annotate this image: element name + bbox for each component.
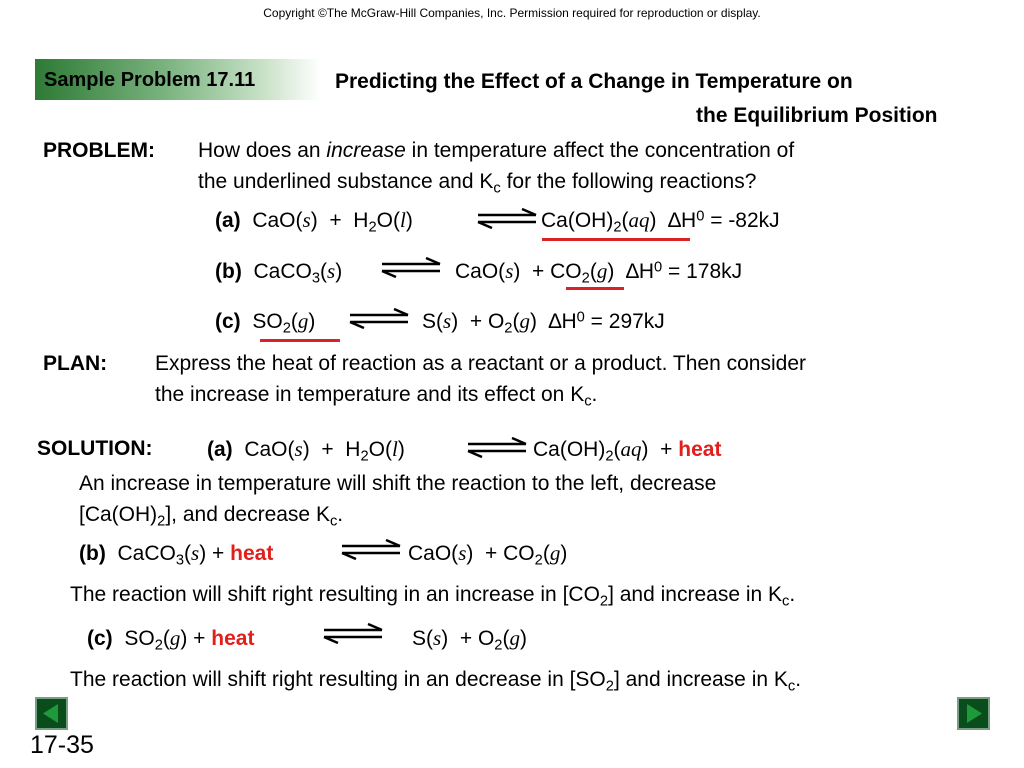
page-number: 17-35 xyxy=(30,731,94,759)
underline-caoh2 xyxy=(542,238,690,241)
problem-line1: How does an increase in temperature affe… xyxy=(198,139,795,162)
equilibrium-arrow-icon xyxy=(349,307,409,329)
solution-a-text-line2: [Ca(OH)2], and decrease Kc. xyxy=(79,503,344,530)
solution-a-equation-right: Ca(OH)2(aq) + heat xyxy=(533,437,722,465)
reaction-c-label: (c) xyxy=(215,310,241,333)
solution-label: SOLUTION: xyxy=(37,437,153,460)
reaction-b-right: CaO(s) + CO2(g) ∆H0 = 178kJ xyxy=(455,259,743,287)
equilibrium-arrow-icon xyxy=(341,538,401,560)
page-title-line1: Predicting the Effect of a Change in Tem… xyxy=(335,70,853,93)
reaction-c-right: S(s) + O2(g) ∆H0 = 297kJ xyxy=(422,309,665,337)
header-banner xyxy=(35,59,321,100)
sample-problem-label: Sample Problem 17.11 xyxy=(44,69,256,91)
reaction-c-left: (c) SO2(g) xyxy=(215,309,316,337)
next-slide-button[interactable] xyxy=(957,697,990,730)
solution-c-text: The reaction will shift right resulting … xyxy=(70,668,802,695)
problem-line2: the underlined substance and Kc for the … xyxy=(198,170,757,197)
reaction-a-label: (a) xyxy=(215,209,241,232)
reaction-a-dh: -82kJ xyxy=(728,209,780,232)
problem-label: PROBLEM: xyxy=(43,139,155,162)
solution-c-equation-right: S(s) + O2(g) xyxy=(412,626,527,654)
underline-so2 xyxy=(260,339,340,342)
reaction-b-dh: 178kJ xyxy=(686,260,743,283)
solution-b-text: The reaction will shift right resulting … xyxy=(70,583,796,610)
solution-a-text-line1: An increase in temperature will shift th… xyxy=(79,472,717,495)
triangle-left-icon xyxy=(43,704,58,723)
heat-term: heat xyxy=(211,627,255,650)
equilibrium-arrow-icon xyxy=(381,256,441,278)
reaction-c-dh: 297kJ xyxy=(608,310,665,333)
triangle-right-icon xyxy=(967,704,982,723)
copyright-notice: Copyright ©The McGraw-Hill Companies, In… xyxy=(263,6,761,20)
problem-emphasis: increase xyxy=(326,139,406,162)
reaction-a-right: Ca(OH)2(aq) ∆H0 = -82kJ xyxy=(541,208,780,236)
solution-c-equation-left: (c) SO2(g) + heat xyxy=(87,626,255,654)
solution-b-equation-right: CaO(s) + CO2(g) xyxy=(408,541,568,569)
heat-term: heat xyxy=(678,438,722,461)
solution-b-equation-left: (b) CaCO3(s) + heat xyxy=(79,541,274,569)
plan-line2: the increase in temperature and its effe… xyxy=(155,383,598,410)
equilibrium-arrow-icon xyxy=(467,436,527,458)
plan-label: PLAN: xyxy=(43,352,108,375)
solution-c-label: (c) xyxy=(87,627,113,650)
prev-slide-button[interactable] xyxy=(35,697,68,730)
underline-co2 xyxy=(566,287,624,290)
solution-b-label: (b) xyxy=(79,542,106,565)
equilibrium-arrow-icon xyxy=(323,622,383,644)
page-title-line2: the Equilibrium Position xyxy=(696,104,938,127)
solution-a-label: (a) xyxy=(207,438,233,461)
heat-term: heat xyxy=(230,542,274,565)
reaction-a-left: (a) CaO(s) + H2O(l) xyxy=(215,208,413,236)
equilibrium-arrow-icon xyxy=(477,207,537,229)
reaction-b-label: (b) xyxy=(215,260,242,283)
solution-a-equation-left: (a) CaO(s) + H2O(l) xyxy=(207,437,405,465)
reaction-b-left: (b) CaCO3(s) xyxy=(215,259,343,287)
plan-line1: Express the heat of reaction as a reacta… xyxy=(155,352,806,375)
